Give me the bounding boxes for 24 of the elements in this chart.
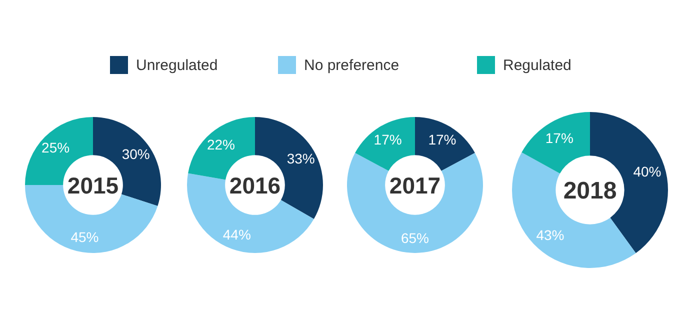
data-label: 43% bbox=[536, 227, 564, 244]
data-label: 40% bbox=[633, 163, 662, 180]
text: 2015 bbox=[67, 172, 119, 198]
donut-slice bbox=[522, 112, 590, 174]
data-label: 25% bbox=[42, 139, 70, 156]
text: 2016 bbox=[229, 172, 281, 198]
data-label: 17% bbox=[428, 131, 456, 148]
donut-slice bbox=[355, 117, 415, 171]
legend-label: Regulated bbox=[503, 57, 572, 74]
data-label: 44% bbox=[222, 226, 251, 243]
donut-slice bbox=[415, 117, 475, 171]
legend-label: Unregulated bbox=[136, 57, 218, 74]
data-label: 45% bbox=[70, 229, 99, 246]
data-label: 17% bbox=[374, 131, 402, 148]
legend-label: No preference bbox=[304, 57, 400, 74]
text: 2017 bbox=[389, 172, 441, 198]
data-label: 65% bbox=[400, 230, 430, 246]
donut-slice bbox=[347, 152, 483, 253]
donut-slice bbox=[187, 173, 314, 253]
data-label: 33% bbox=[286, 150, 315, 166]
data-label: 30% bbox=[122, 146, 150, 162]
data-label: 22% bbox=[206, 136, 235, 152]
data-label: 17% bbox=[545, 130, 574, 146]
text: 2018 bbox=[563, 178, 617, 205]
